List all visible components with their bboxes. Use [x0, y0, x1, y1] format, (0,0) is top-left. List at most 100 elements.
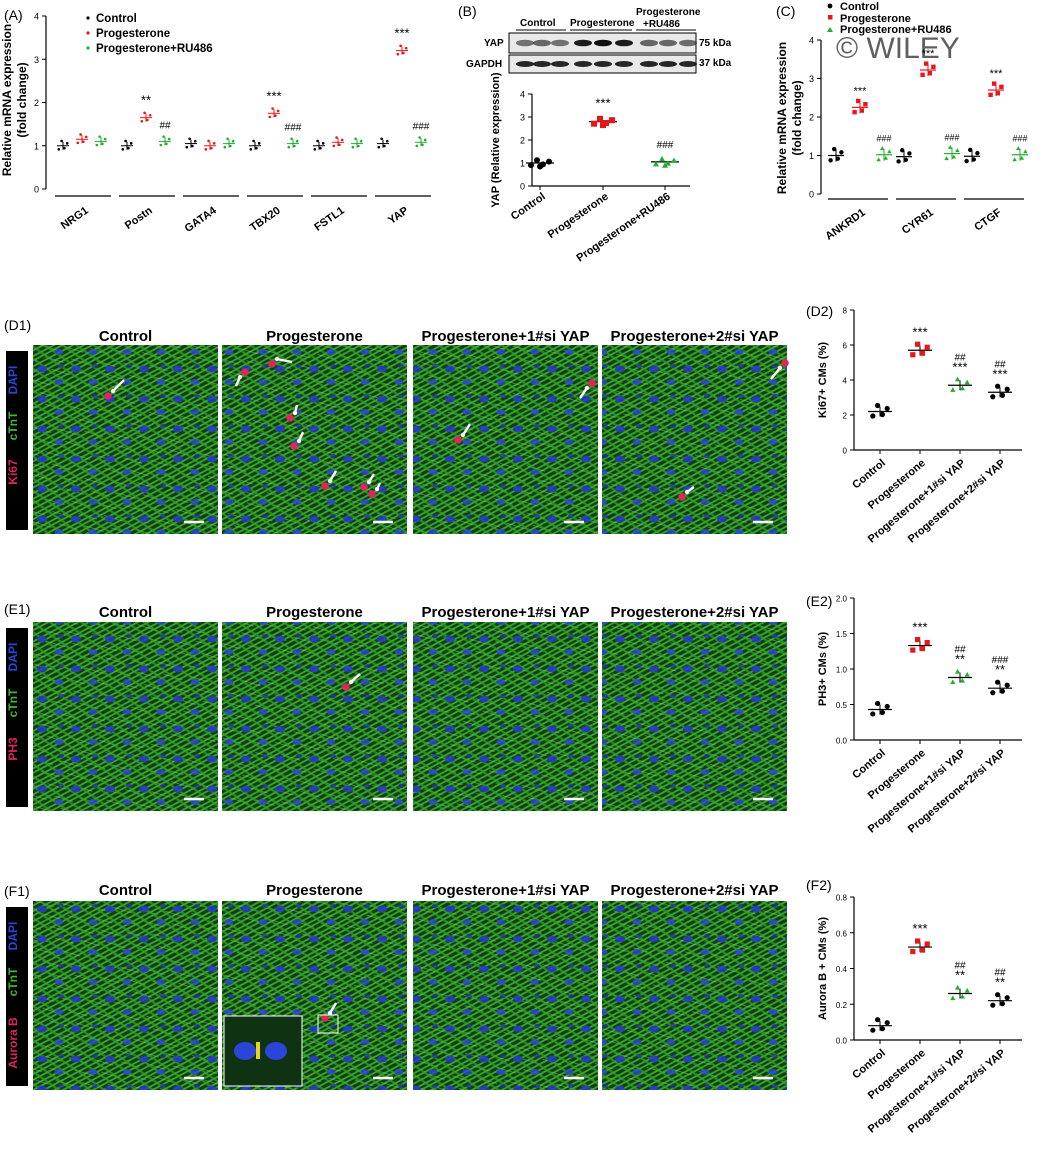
y-tick-label: 2.0 — [836, 595, 848, 604]
significance-label: ## — [994, 968, 1006, 979]
data-point — [875, 700, 881, 707]
x-tick-label: Control — [850, 1047, 888, 1081]
data-point — [999, 392, 1006, 398]
significance-label: ** — [995, 975, 1005, 990]
data-point — [399, 44, 402, 48]
data-point — [396, 52, 400, 56]
column-title: Control — [99, 604, 152, 621]
column-title: Progesterone+1#si YAP — [421, 604, 589, 621]
data-point — [148, 113, 152, 117]
stain-label: DAPI — [6, 922, 20, 951]
data-point — [249, 148, 253, 151]
y-tick-label: 4 — [843, 377, 848, 386]
data-point — [927, 71, 932, 76]
x-tick-label: NRG1 — [59, 205, 91, 232]
data-point — [910, 948, 916, 955]
data-point — [915, 636, 921, 643]
column-title: Control — [99, 328, 152, 345]
data-point — [955, 668, 961, 674]
data-point — [950, 679, 956, 685]
data-point — [1004, 995, 1010, 1001]
data-point — [662, 162, 668, 168]
data-point — [332, 144, 336, 148]
blot-band-gapdh — [615, 61, 633, 67]
data-point — [191, 144, 194, 148]
data-point — [1004, 386, 1010, 392]
data-point — [385, 139, 389, 143]
blot-band-yap — [659, 39, 677, 47]
y-tick-label: 0.4 — [836, 965, 848, 974]
blot-size-yap: 75 kDa — [699, 38, 732, 49]
y-tick-label: 0 — [34, 185, 39, 195]
stain-label: cTnT — [6, 688, 20, 717]
dapi-nuclei — [222, 622, 407, 811]
stain-label: PH3 — [6, 737, 20, 761]
y-tick-label: 0.8 — [836, 894, 848, 903]
y-tick-label: 4 — [809, 36, 814, 46]
significance-label: *** — [394, 26, 409, 41]
significance-label: *** — [912, 324, 927, 339]
data-point — [124, 139, 127, 143]
stain-label: cTnT — [6, 411, 20, 440]
data-point — [852, 109, 857, 115]
y-tick-label: 0.2 — [836, 1001, 848, 1010]
positive-nucleus — [104, 392, 112, 400]
arrow-head — [274, 356, 280, 362]
y-tick-label: 0 — [843, 447, 848, 456]
data-point — [204, 148, 208, 151]
y-tick-label: 1 — [520, 159, 525, 169]
data-point — [870, 1027, 876, 1033]
microscopy-aurora-b: Control Progesterone Progesterone+1#si YAP… — [6, 882, 787, 1090]
dapi-nuclei — [33, 901, 218, 1090]
data-point — [377, 145, 381, 149]
data-point — [879, 709, 886, 716]
y-tick-label: 0.0 — [836, 737, 848, 746]
data-point — [950, 995, 956, 1001]
y-axis-label: Relative mRNA expression — [775, 42, 789, 194]
chart-b: 0 1 2 3 4 YAP (Relative expression) ControlPro… — [490, 72, 690, 264]
blot-band-yap — [533, 39, 551, 47]
data-point — [832, 146, 837, 152]
dapi-nuclei — [602, 622, 787, 811]
inset-nucleus — [265, 1042, 287, 1060]
data-point — [907, 151, 912, 156]
data-point — [1012, 157, 1017, 162]
significance-label: *** — [952, 359, 967, 374]
data-point — [915, 341, 921, 347]
data-point — [884, 405, 890, 412]
significance-label: ### — [992, 655, 1009, 666]
data-point — [287, 145, 291, 149]
data-point — [121, 148, 125, 151]
data-point — [920, 72, 925, 78]
column-title: Progesterone+2#si YAP — [610, 604, 778, 621]
data-point — [359, 139, 363, 143]
data-point — [887, 149, 892, 154]
y-axis-label: Ki67+ CMs (%) — [817, 342, 829, 418]
significance-label: *** — [992, 366, 1007, 381]
data-point — [910, 647, 916, 653]
data-point — [924, 639, 930, 646]
data-point — [975, 150, 980, 156]
data-point — [257, 142, 261, 145]
legend-label-progesterone: Progesterone — [96, 28, 170, 40]
y-tick-label: 1.5 — [836, 630, 848, 639]
stain-label-strip — [6, 628, 28, 807]
blot-band-gapdh — [679, 61, 697, 67]
data-point — [534, 157, 540, 164]
positive-nucleus — [290, 442, 298, 450]
data-point — [313, 148, 317, 151]
panel-label-f2: (F2) — [806, 877, 832, 893]
data-point — [146, 118, 149, 122]
data-point — [316, 139, 319, 143]
data-point — [335, 136, 338, 139]
arrow-indicator — [112, 379, 125, 392]
legend-a: Control Progesterone Progesterone+RU486 — [86, 13, 213, 55]
dapi-nuclei — [413, 901, 598, 1090]
data-point — [351, 145, 355, 149]
panel-label-e1: (E1) — [4, 601, 30, 617]
western-blot: Control Progesterone Progesterone +RU486… — [466, 7, 732, 74]
data-point — [404, 46, 408, 50]
legend-label-ru486: Progesterone+RU486 — [96, 43, 213, 55]
data-point — [57, 148, 61, 151]
